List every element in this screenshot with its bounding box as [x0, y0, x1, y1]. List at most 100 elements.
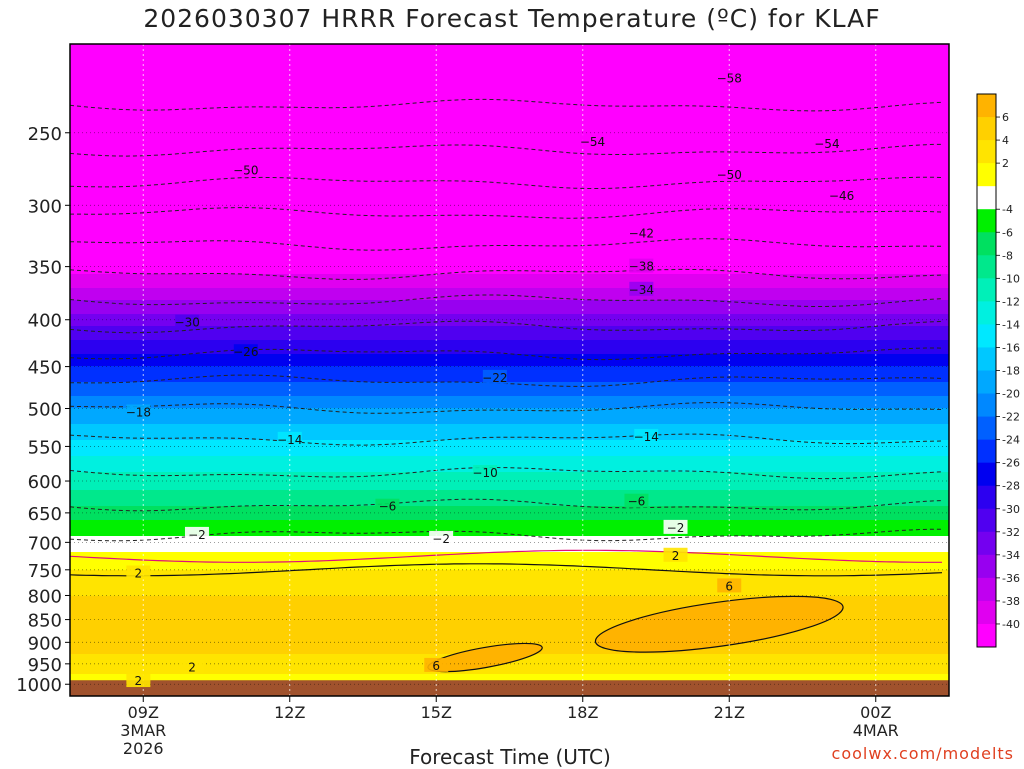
temperature-fill-band	[70, 504, 949, 507]
temperature-fill-band	[70, 96, 949, 99]
temperature-fill-band	[70, 218, 949, 221]
temperature-fill-band	[70, 410, 949, 413]
temperature-fill-band	[70, 340, 949, 343]
temperature-fill-band	[70, 630, 949, 633]
temperature-fill-band	[70, 92, 949, 95]
temperature-fill-band	[70, 264, 949, 267]
y-tick-label: 250	[28, 124, 62, 145]
temperature-fill-band	[70, 242, 949, 245]
temperature-fill-band	[70, 54, 949, 57]
temperature-fill-band	[70, 108, 949, 111]
temperature-fill-band	[70, 370, 949, 373]
temperature-fill-band	[70, 580, 949, 583]
temperature-fill-band	[70, 164, 949, 167]
temperature-fill-band	[70, 578, 949, 581]
temperature-fill-band	[70, 352, 949, 355]
colorbar-swatch	[977, 370, 996, 395]
temperature-fill-band	[70, 152, 949, 155]
temperature-fill-band	[70, 168, 949, 171]
temperature-fill-band	[70, 298, 949, 301]
temperature-fill-band	[70, 608, 949, 611]
temperature-fill-band	[70, 322, 949, 325]
temperature-fill-band	[70, 428, 949, 431]
colorbar-label: -24	[1002, 434, 1020, 447]
temperature-fill-band	[70, 448, 949, 451]
temperature-fill-band	[70, 112, 949, 115]
temperature-fill-band	[70, 440, 949, 443]
isotherm-label: −14	[277, 433, 302, 447]
temperature-fill-band	[70, 574, 949, 577]
colorbar-label: -22	[1002, 411, 1020, 424]
temperature-fill-band	[70, 344, 949, 347]
temperature-fill-band	[70, 174, 949, 177]
colorbar-label: -14	[1002, 318, 1020, 331]
credit-link[interactable]: coolwx.com/modelts	[831, 744, 1014, 763]
isotherm-label-bg	[473, 464, 498, 479]
colorbar-label: -16	[1002, 341, 1020, 354]
colorbar-swatch	[977, 416, 996, 441]
temperature-fill-band	[70, 374, 949, 377]
temperature-fill-band	[70, 48, 949, 51]
temperature-fill-band	[70, 376, 949, 379]
isotherm-label-bg	[126, 565, 151, 580]
isotherm-label: −26	[233, 345, 258, 359]
temperature-fill-band	[70, 438, 949, 441]
temperature-fill-band	[70, 60, 949, 63]
temperature-fill-band	[70, 544, 949, 547]
y-tick-label: 850	[28, 611, 62, 632]
temperature-fill-band	[70, 500, 949, 503]
temperature-fill-band	[70, 450, 949, 453]
temperature-fill-band	[70, 406, 949, 409]
colorbar-swatch	[977, 278, 996, 302]
temperature-fill-band	[70, 360, 949, 363]
isotherm-label: −46	[829, 189, 854, 203]
temperature-fill-band	[70, 118, 949, 121]
temperature-fill-band	[70, 88, 949, 91]
y-tick-label: 500	[28, 400, 62, 421]
isotherm-label-bg	[814, 135, 839, 150]
temperature-fill-band	[70, 606, 949, 609]
temperature-fill-band	[70, 678, 949, 681]
temperature-fill-band	[70, 90, 949, 93]
temperature-fill-band	[70, 68, 949, 71]
temperature-fill-band	[70, 348, 949, 351]
temperature-fill-band	[70, 166, 949, 169]
isotherm-label: 2	[672, 549, 680, 563]
isotherm-label: 2	[135, 566, 143, 580]
temperature-fill-band	[70, 256, 949, 259]
colorbar-swatch	[977, 600, 996, 625]
temperature-fill-band	[70, 132, 949, 135]
temperature-fill-band	[70, 382, 949, 385]
temperature-fill-band	[70, 278, 949, 281]
temperature-fill-band	[70, 148, 949, 151]
isotherm-label: −34	[629, 283, 654, 297]
temperature-fill-band	[70, 184, 949, 187]
isotherm-label-bg	[663, 519, 688, 534]
temperature-fill-band	[70, 634, 949, 637]
temperature-fill-band	[70, 624, 949, 627]
temperature-fill-band	[70, 188, 949, 191]
temperature-fill-band	[70, 220, 949, 223]
colorbar-swatch	[977, 324, 996, 348]
isotherm-label-bg	[717, 166, 742, 181]
temperature-fill-band	[70, 56, 949, 59]
temperature-fill-band	[70, 80, 949, 83]
temperature-fill-band	[70, 518, 949, 521]
temperature-fill-band	[70, 380, 949, 383]
temperature-fill-band	[70, 254, 949, 257]
temperature-fill-band	[70, 394, 949, 397]
isotherm-label: −2	[667, 521, 685, 535]
temperature-fill-band	[70, 52, 949, 55]
temperature-fill-band	[70, 328, 949, 331]
colorbar-label: -10	[1002, 272, 1020, 285]
isotherm-label: −2	[432, 532, 450, 546]
isotherm-line	[69, 238, 943, 251]
temperature-fill-band	[70, 308, 949, 311]
temperature-fill-band	[70, 368, 949, 371]
temperature-fill-band	[70, 366, 949, 369]
temperature-fill-band	[70, 552, 949, 555]
temperature-fill-band	[70, 190, 949, 193]
temperature-fill-band	[70, 538, 949, 541]
temperature-fill-band	[70, 572, 949, 575]
isotherm-line	[69, 176, 943, 189]
